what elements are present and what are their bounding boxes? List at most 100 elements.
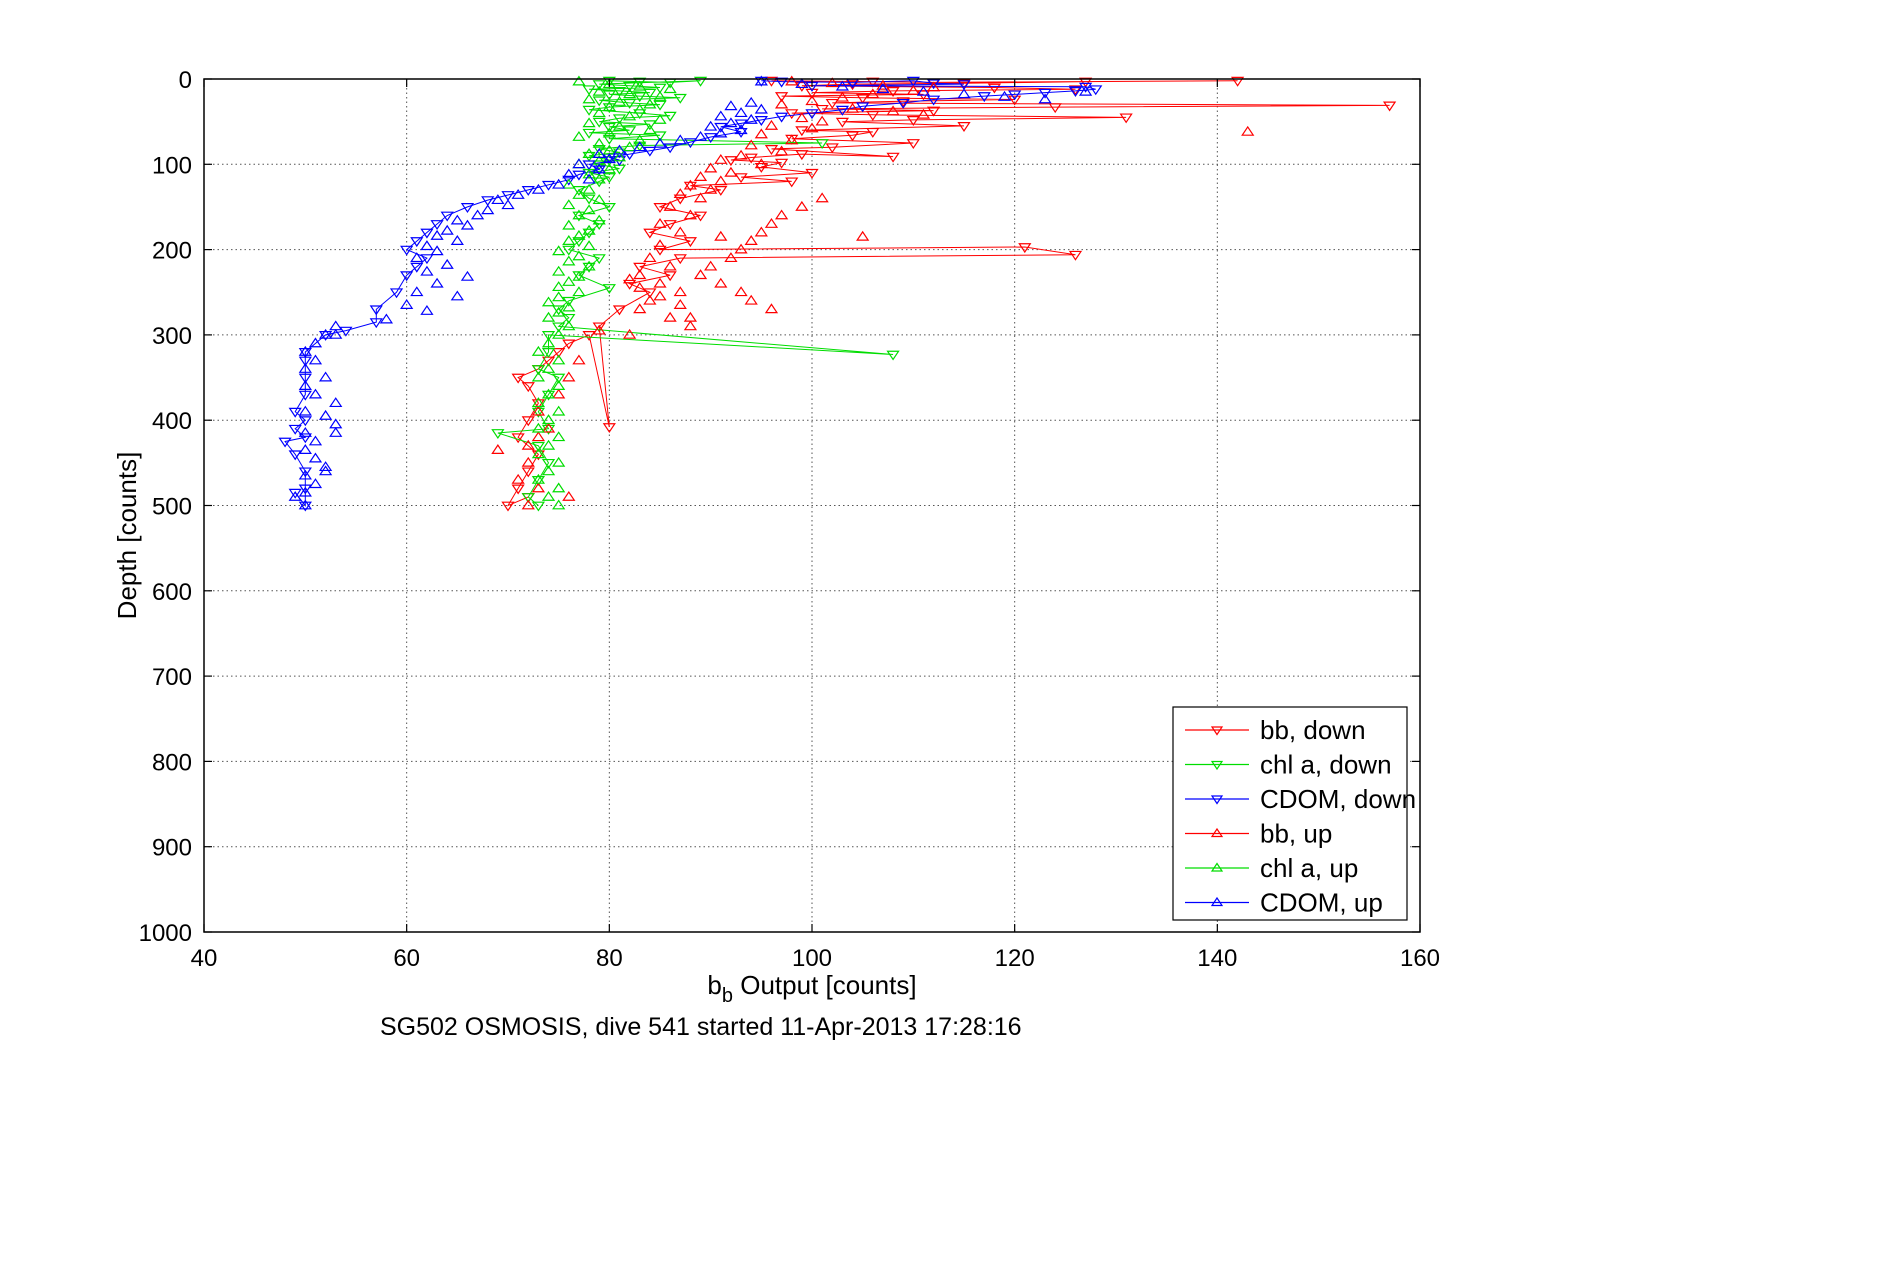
data-point [663,220,677,231]
data-point [562,168,576,179]
data-point [643,120,657,131]
data-point [754,75,768,86]
data-point [1008,95,1022,106]
data-point [552,305,566,316]
data-point [856,230,870,241]
data-point [957,122,971,132]
data-point [541,296,556,307]
legend-item: bb, up [1185,819,1332,849]
data-point [693,269,708,280]
data-point [612,151,627,162]
data-point [298,484,312,495]
data-point [531,431,546,442]
data-point [602,173,616,184]
data-point [592,254,606,265]
data-point [795,200,809,211]
series-3 [491,75,1255,510]
data-point [663,111,677,122]
data-point [612,144,627,155]
data-point [622,110,637,121]
data-point [298,469,312,480]
data-point [552,482,566,493]
data-point [774,158,789,169]
data-point [622,88,637,99]
data-point [815,115,829,126]
data-point [653,239,667,250]
legend: bb, down chl a, down CDOM, down bb, up chl a… [1172,706,1416,921]
x-tick-label: 140 [1197,945,1237,972]
data-point [572,250,586,261]
data-point [552,265,566,276]
data-point [643,228,657,239]
data-point [744,113,758,124]
data-point [866,127,880,138]
data-point [673,286,687,297]
data-point [592,220,606,231]
data-point [329,328,343,339]
y-tick-label: 700 [152,664,192,691]
data-point [1018,243,1032,254]
data-point [754,103,768,114]
data-point [521,467,535,478]
data-point [491,429,505,440]
data-point [298,467,312,478]
data-point [734,286,748,297]
data-point [856,93,870,104]
data-point [622,98,637,109]
data-point [957,88,971,99]
data-point [602,203,616,213]
data-point [541,490,556,501]
data-point [308,337,323,348]
y-tick-label: 500 [152,494,192,521]
data-point [572,185,586,196]
data-point [693,171,708,181]
data-point [714,110,728,121]
data-point [693,211,708,222]
data-point [491,194,505,205]
data-point [339,326,353,337]
data-point [754,226,768,237]
data-point [531,365,546,376]
data-point [926,106,941,117]
legend-item: CDOM, up [1185,888,1383,918]
y-tick-label: 600 [152,579,192,606]
data-point [460,270,475,281]
data-point [491,444,505,454]
data-point [602,153,616,164]
data-point [734,107,748,118]
data-point [552,348,566,358]
data-point [683,138,698,149]
y-tick-label: 300 [152,323,192,350]
data-point [541,311,556,322]
legend-marker [1210,760,1224,771]
data-point [754,158,768,169]
data-point [582,331,596,341]
data-point [592,163,606,174]
data-point [582,262,596,273]
data-point [278,437,292,448]
data-point [785,75,799,86]
data-point [562,219,576,230]
data-point [825,98,839,109]
data-point [653,217,667,228]
data-point [622,279,637,290]
data-point [521,499,535,510]
data-point [541,348,556,358]
data-point [744,139,758,150]
data-point [541,439,556,450]
legend-label: chl a, down [1260,750,1392,780]
data-point [602,78,616,89]
data-point [734,243,748,254]
data-point [1089,85,1103,96]
data-point [1048,103,1062,114]
data-point [805,95,819,106]
data-point [562,490,576,501]
data-point [643,252,657,263]
data-point [815,139,829,150]
data-point [572,75,586,86]
data-point [612,114,627,125]
data-point [562,339,576,350]
data-point [724,252,738,263]
data-point [562,245,576,256]
data-point [592,324,606,335]
